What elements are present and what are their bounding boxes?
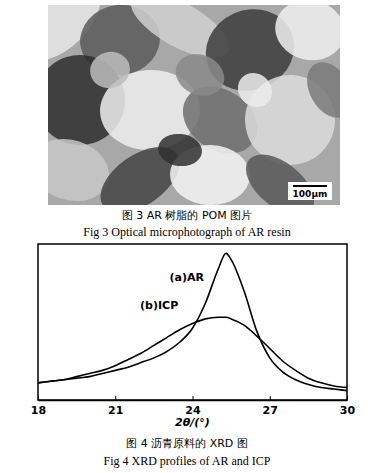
- x-tick-mark: [38, 396, 39, 400]
- x-tick-mark: [270, 396, 271, 400]
- x-tick: 18: [31, 396, 46, 417]
- x-tick-label: 21: [108, 404, 123, 417]
- x-tick: 24: [185, 396, 201, 417]
- xrd-curve: [38, 253, 347, 390]
- series-label: (a)AR: [170, 271, 205, 284]
- scale-bar: [293, 185, 327, 187]
- grain: [269, 5, 340, 67]
- x-tick-label: 27: [263, 404, 278, 417]
- grain: [86, 48, 134, 93]
- plot-area: [38, 253, 347, 390]
- scale-bar-label: 100μm: [293, 189, 328, 199]
- x-tick-label: 24: [185, 404, 201, 417]
- plot-frame: [38, 244, 347, 400]
- x-tick: 30: [340, 396, 356, 417]
- grain: [298, 54, 340, 126]
- x-tick-label: 30: [340, 404, 356, 417]
- x-tick-mark: [347, 396, 348, 400]
- x-tick: 27: [263, 396, 278, 417]
- grain: [156, 131, 204, 168]
- caption: 图 3 AR 树脂的 POM 图片: [122, 209, 252, 222]
- micrograph: [48, 5, 340, 205]
- grain: [169, 47, 231, 103]
- x-axis-title: 2θ/(°): [175, 416, 210, 429]
- x-tick-mark: [193, 396, 194, 400]
- x-tick: 21: [108, 396, 123, 417]
- scale-bar-box: [288, 182, 332, 200]
- grain: [231, 66, 279, 114]
- series-label: (b)ICP: [140, 299, 178, 312]
- x-axis: 18 21 24 27 30: [31, 396, 356, 417]
- caption-en: Fig 3 Optical microphotograph of AR resi…: [83, 225, 290, 239]
- xrd-curve: [38, 317, 347, 387]
- caption: 图 4 沥青原料的 XRD 图: [126, 437, 248, 450]
- x-tick-mark: [115, 396, 116, 400]
- caption-en: Fig 4 XRD profiles of AR and ICP: [103, 454, 270, 468]
- x-tick-label: 18: [31, 404, 46, 417]
